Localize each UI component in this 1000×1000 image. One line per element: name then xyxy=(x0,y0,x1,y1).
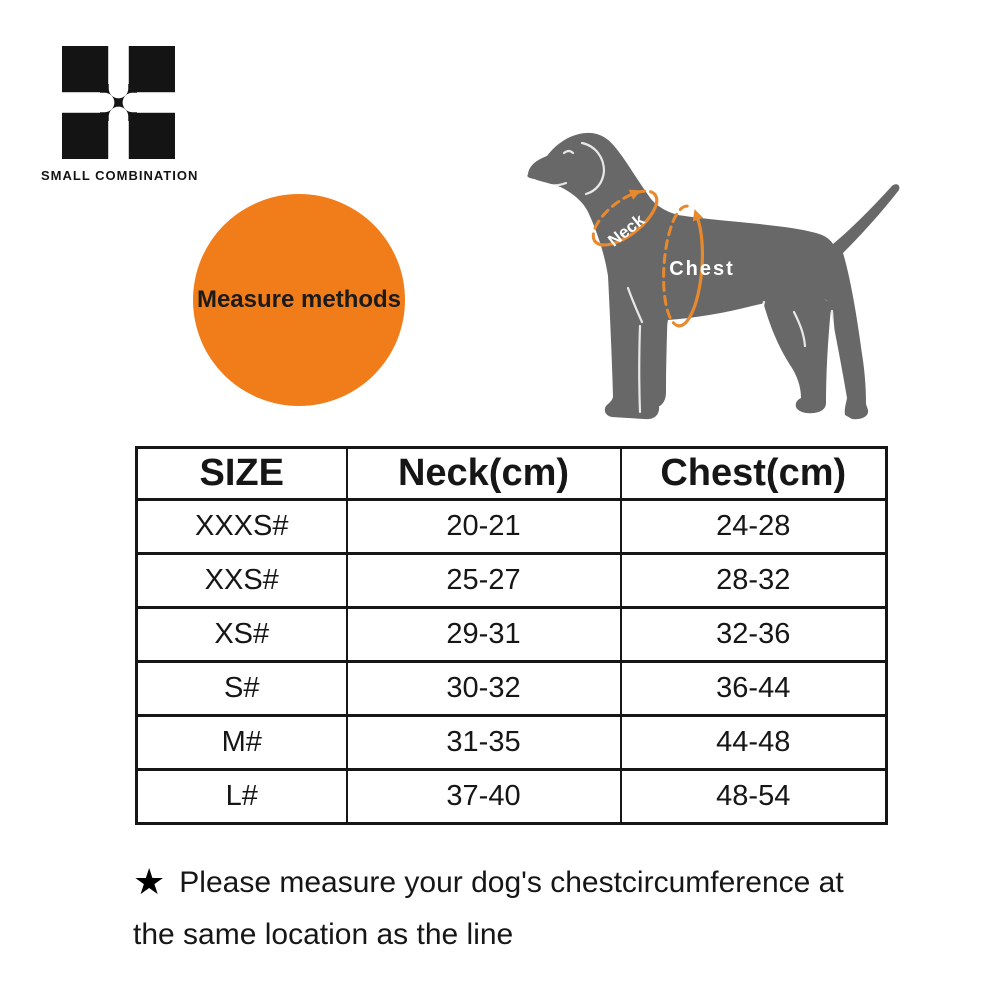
table-row: S# 30-32 36-44 xyxy=(135,660,888,717)
size-table-header-size: SIZE xyxy=(135,446,348,501)
table-cell: 44-48 xyxy=(619,714,888,771)
table-row: M# 31-35 44-48 xyxy=(135,714,888,771)
table-cell: 36-44 xyxy=(619,660,888,717)
neck-measure-ellipse xyxy=(591,189,659,247)
dog-near-hind-leg xyxy=(762,294,832,414)
brand-name: SMALL COMBINATION xyxy=(41,168,199,183)
table-cell: L# xyxy=(135,768,348,825)
table-row: XXS# 25-27 28-32 xyxy=(135,552,888,609)
table-cell: S# xyxy=(135,660,348,717)
table-cell: 20-21 xyxy=(345,498,622,555)
note-line-2: the same location as the line xyxy=(133,918,514,951)
size-table-header-neck: Neck(cm) xyxy=(345,446,622,501)
table-cell: 37-40 xyxy=(345,768,622,825)
measurement-note: ★ Please measure your dog's chestcircumfe… xyxy=(133,856,913,961)
table-row: XXXS# 20-21 24-28 xyxy=(135,498,888,555)
measure-methods-label: Measure methods xyxy=(196,286,402,313)
table-cell: 32-36 xyxy=(619,606,888,663)
table-cell: 29-31 xyxy=(345,606,622,663)
table-row: L# 37-40 48-54 xyxy=(135,768,888,825)
chest-label: Chest xyxy=(669,258,735,280)
star-icon: ★ xyxy=(133,861,166,902)
size-table-header-row: SIZE Neck(cm) Chest(cm) xyxy=(135,446,888,501)
table-row: XS# 29-31 32-36 xyxy=(135,606,888,663)
size-table-body: XXXS# 20-21 24-28 XXS# 25-27 28-32 XS# 29-31 32-… xyxy=(135,498,888,825)
pixel-cross-logo-icon xyxy=(62,46,175,159)
note-text-1: Please measure your dog's chestcircumfer… xyxy=(179,866,844,899)
measure-methods-badge: Measure methods xyxy=(193,194,405,406)
size-table-header-chest: Chest(cm) xyxy=(619,446,888,501)
chest-measure-ellipse xyxy=(662,204,705,328)
table-cell: XXS# xyxy=(135,552,348,609)
table-cell: XXXS# xyxy=(135,498,348,555)
dog-measurement-diagram: Neck Chest xyxy=(500,106,920,446)
table-cell: 25-27 xyxy=(345,552,622,609)
table-cell: 28-32 xyxy=(619,552,888,609)
table-cell: 24-28 xyxy=(619,498,888,555)
dog-body-detail-lines xyxy=(532,141,841,414)
brand-logo-block: SMALL COMBINATION xyxy=(41,46,199,183)
table-cell: 48-54 xyxy=(619,768,888,825)
chest-arrowhead-icon xyxy=(692,209,704,222)
neck-arrowhead-icon xyxy=(628,189,642,200)
size-table: SIZE Neck(cm) Chest(cm) XXXS# 20-21 24-28 X… xyxy=(135,446,888,825)
dog-silhouette xyxy=(527,132,900,420)
note-line-1: ★ Please measure your dog's chestcircumfe… xyxy=(133,856,913,909)
table-cell: M# xyxy=(135,714,348,771)
table-cell: 31-35 xyxy=(345,714,622,771)
table-cell: 30-32 xyxy=(345,660,622,717)
table-cell: XS# xyxy=(135,606,348,663)
